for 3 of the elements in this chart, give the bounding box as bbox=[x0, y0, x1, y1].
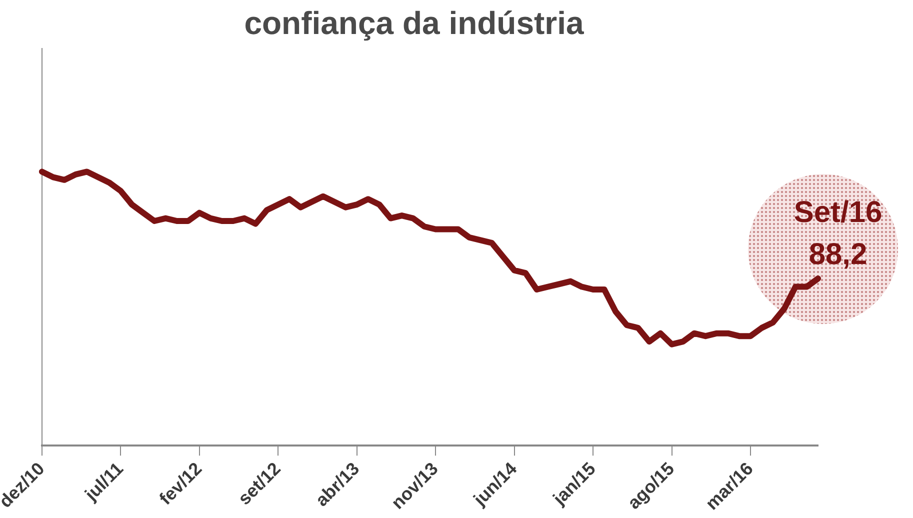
annotation: Set/16 bbox=[794, 196, 882, 229]
chart-title: confiança da indústria bbox=[244, 5, 584, 42]
annotation: 88,2 bbox=[808, 238, 868, 271]
